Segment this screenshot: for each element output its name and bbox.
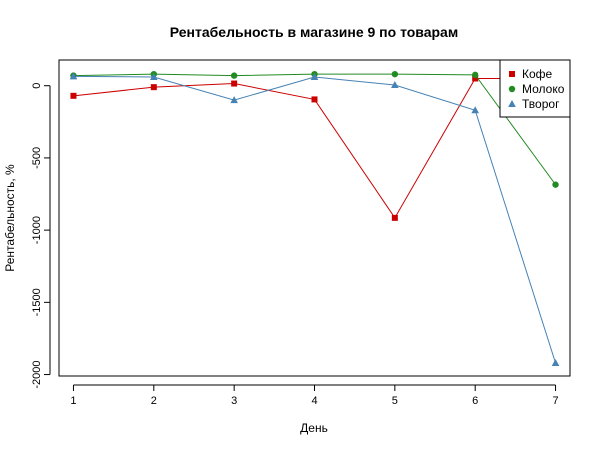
x-tick-label: 3	[231, 395, 237, 407]
y-tick-label: -1000	[31, 216, 43, 244]
legend-marker	[508, 100, 516, 107]
data-point	[551, 359, 560, 367]
y-tick-label: -2000	[31, 360, 43, 388]
data-point	[391, 70, 399, 78]
data-point	[471, 106, 479, 114]
data-point	[391, 80, 399, 88]
legend-label: Творог	[522, 97, 560, 111]
data-point	[311, 96, 318, 103]
data-point	[230, 72, 238, 79]
legend-marker	[509, 71, 515, 77]
x-tick-label: 1	[70, 395, 76, 407]
series-line	[73, 73, 556, 185]
y-tick-label: -500	[31, 147, 43, 169]
x-axis-label: День	[300, 421, 328, 435]
x-axis: 1 2 3 4 5 6 7	[70, 384, 559, 407]
data-point	[69, 72, 78, 80]
data-point	[230, 96, 238, 104]
legend-marker	[508, 85, 516, 93]
data-point	[472, 75, 479, 82]
x-tick-label: 5	[392, 395, 398, 407]
data-point	[70, 92, 77, 99]
legend-label: Кофе	[522, 67, 553, 81]
series-1	[70, 75, 559, 221]
data-point	[310, 73, 319, 81]
data-point	[471, 71, 479, 79]
plot-frame	[58, 59, 571, 377]
data-point	[391, 214, 398, 221]
data-point	[552, 181, 559, 188]
data-point	[150, 84, 157, 91]
data-point	[150, 73, 158, 81]
series-layer	[69, 70, 560, 367]
y-axis: 0 -500 -1000 -1500 -2000	[31, 83, 51, 389]
legend-label: Молоко	[522, 82, 565, 96]
x-tick-label: 2	[151, 395, 157, 407]
y-tick-label: 0	[31, 83, 43, 89]
x-tick-label: 6	[472, 395, 478, 407]
series-3	[69, 72, 560, 367]
data-point	[231, 80, 238, 87]
x-tick-label: 4	[311, 395, 317, 407]
x-tick-label: 7	[552, 395, 558, 407]
y-axis-label: Рентабельность, %	[3, 164, 17, 272]
series-line	[73, 75, 557, 364]
y-tick-label: -1500	[31, 288, 43, 316]
chart-title: Рентабельность в магазине 9 по товарам	[170, 24, 458, 40]
